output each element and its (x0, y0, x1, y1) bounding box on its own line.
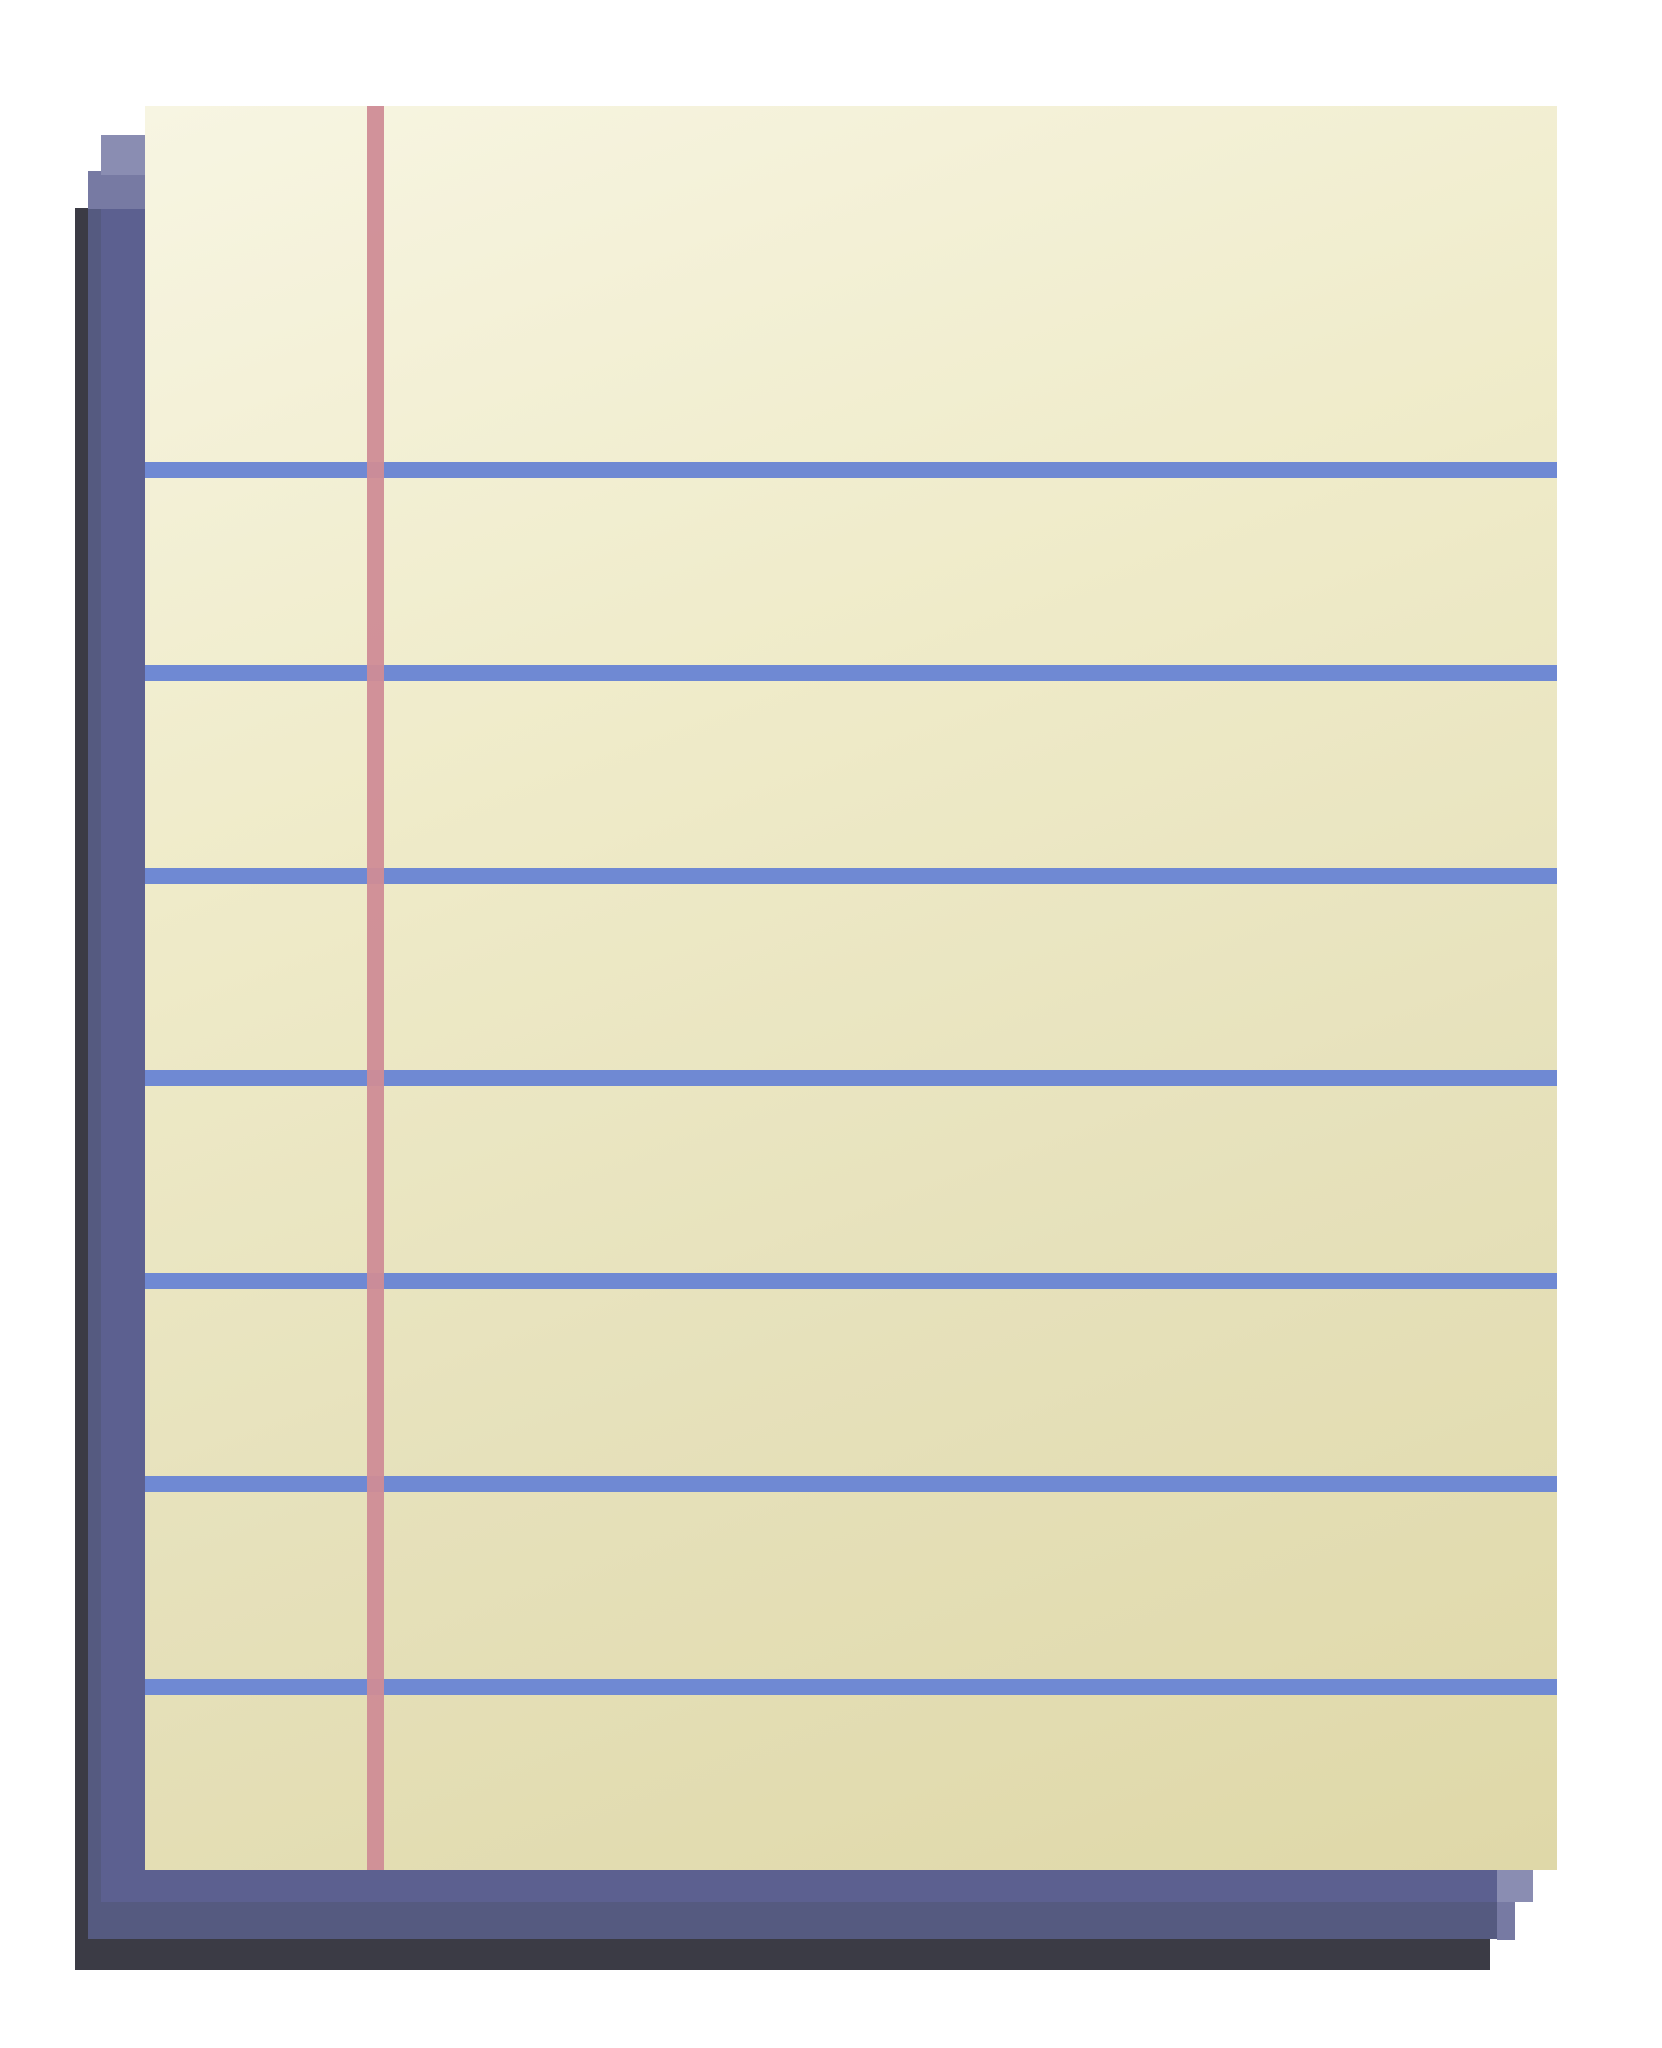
rule-line (145, 868, 1557, 884)
margin-line (367, 106, 384, 1870)
notepad-sheet-corner-lower (1497, 1902, 1515, 1940)
rule-line (145, 665, 1557, 681)
notepad-sheet-edge (88, 171, 146, 209)
rule-line (145, 1070, 1557, 1086)
rule-line (145, 1679, 1557, 1695)
rule-line (145, 1476, 1557, 1492)
notepad-paper (145, 106, 1557, 1870)
rule-line (145, 462, 1557, 478)
notepad-sheet-edge-top (101, 135, 146, 175)
rule-line (145, 1273, 1557, 1289)
